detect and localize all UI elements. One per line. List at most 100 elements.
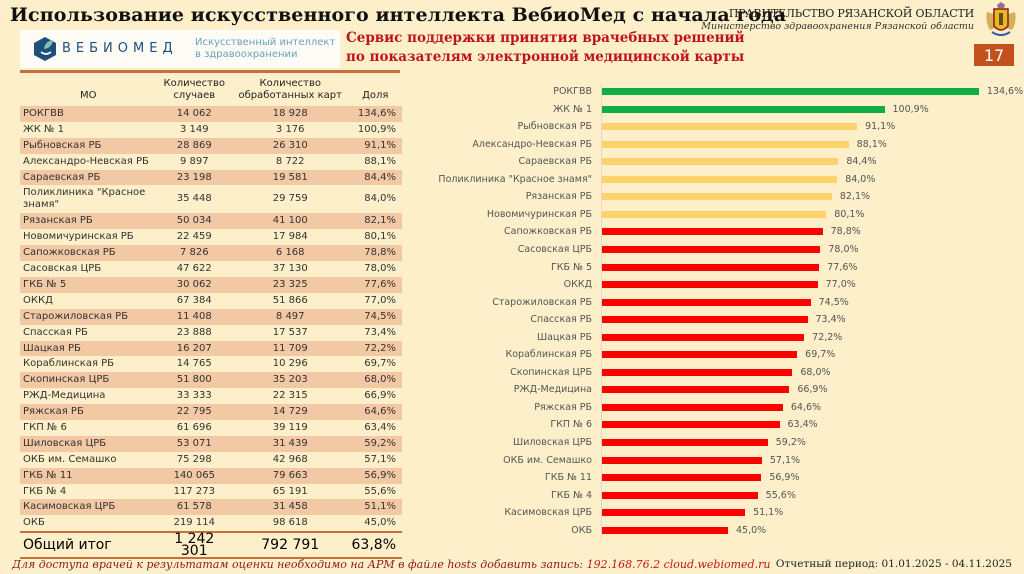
cell-share: 57,1% — [364, 453, 396, 465]
table-row: Сараевская РБ 23 198 19 581 84,4% — [20, 169, 402, 186]
ministry-name: Министерство здравоохранения Рязанской о… — [701, 21, 974, 32]
cell-cases: 61 696 — [176, 421, 212, 433]
chart-category-label: ЖК № 1 — [553, 103, 592, 115]
table-row: ОККД 67 384 51 866 77,0% — [20, 293, 402, 309]
chart-category-label: Сасовская ЦРБ — [517, 243, 592, 255]
service-title-line2: по показателям электронной медицинской к… — [346, 49, 745, 65]
service-title-line1: Сервис поддержки принятия врачебных реше… — [346, 30, 745, 46]
chart-category-label: ГКБ № 4 — [550, 489, 592, 501]
cell-cards: 14 729 — [231, 404, 349, 421]
cell-cases: 22 459 — [176, 231, 212, 243]
chart-row: ОКБ им. Семашко 57,1% — [410, 453, 1010, 471]
chart-row: РОКГВВ 134,6% — [410, 84, 1023, 102]
cell-mo: Скопинская ЦРБ — [20, 372, 157, 389]
chart-bar — [602, 421, 780, 429]
cell-cards: 98 618 — [272, 517, 308, 529]
cell-mo: Александро-Невская РБ — [23, 155, 149, 167]
chart-data-label: 77,6% — [827, 261, 858, 273]
table-row: Шацкая РБ 16 207 11 709 72,2% — [20, 340, 402, 357]
chart-data-label: 69,7% — [805, 349, 836, 361]
chart-category-label: РОКГВВ — [553, 86, 592, 97]
coat-of-arms-icon — [986, 2, 1016, 36]
chart-category-label: Александро-Невская РБ — [472, 138, 592, 150]
cell-cases: 23 888 — [176, 326, 212, 338]
cell-share: 73,4% — [364, 326, 396, 338]
table-row: Сасовская ЦРБ 47 622 37 130 78,0% — [20, 261, 402, 277]
cell-mo: Кораблинская РБ — [23, 358, 115, 370]
chart-row: РЖД-Медицина 66,9% — [410, 382, 1010, 400]
chart-data-label: 77,0% — [825, 279, 856, 291]
chart-row: Поликлиника "Красное знамя" 84,0% — [410, 172, 1010, 190]
chart-category-label: Сараевская РБ — [518, 156, 592, 168]
chart-row: ЖК № 1 100,9% — [410, 102, 1010, 120]
chart-bar — [602, 263, 820, 271]
cell-mo: РОКГВВ — [20, 106, 157, 122]
cell-mo: ГКБ № 5 — [20, 277, 157, 293]
cell-mo: Новомичуринская РБ — [23, 231, 134, 243]
chart-category-label: Спасская РБ — [530, 314, 592, 326]
cell-cards: 79 663 — [231, 467, 349, 484]
cell-cases: 47 622 — [176, 263, 212, 275]
table-row: Старожиловская РБ 11 408 8 497 74,5% — [20, 308, 402, 325]
chart-row: Касимовская ЦРБ 51,1% — [410, 505, 1010, 523]
cell-share: 45,0% — [364, 517, 396, 529]
logo-tagline-line2: в здравоохранении — [195, 49, 298, 60]
chart-row: Сапожковская РБ 78,8% — [410, 224, 1010, 242]
table-row: ГКБ № 5 30 062 23 325 77,6% — [20, 277, 402, 293]
total-label: Общий итог — [20, 531, 157, 560]
chart-bar — [602, 193, 832, 201]
cell-cards: 29 759 — [272, 193, 308, 205]
table-row: ОКБ 219 114 98 618 45,0% — [20, 515, 402, 532]
cell-cards: 22 315 — [272, 390, 308, 402]
chart-row: Кораблинская РБ 69,7% — [410, 347, 1010, 365]
table-row: ОКБ им. Семашко 75 298 42 968 57,1% — [20, 452, 402, 468]
chart-data-label: 78,8% — [830, 226, 861, 238]
chart-bar — [602, 474, 762, 482]
total-cases: 1 242 301 — [156, 531, 232, 560]
col-mo: МО — [80, 90, 97, 101]
cell-cards: 6 168 — [231, 245, 349, 262]
cell-cases: 35 448 — [176, 193, 212, 205]
table-row: Скопинская ЦРБ 51 800 35 203 68,0% — [20, 372, 402, 389]
cell-share: 84,4% — [348, 169, 402, 186]
cell-share: 72,2% — [348, 340, 402, 357]
table-row: Рязанская РБ 50 034 41 100 82,1% — [20, 213, 402, 230]
cell-cards: 10 296 — [272, 358, 308, 370]
cell-mo: Ряжская РБ — [20, 404, 157, 421]
cell-mo: ОКБ им. Семашко — [23, 453, 117, 465]
logo-tagline: Искусственный интеллект в здравоохранени… — [195, 37, 335, 61]
cell-cases: 11 408 — [156, 308, 232, 325]
chart-data-label: 72,2% — [812, 331, 843, 343]
chart-category-label: Старожиловская РБ — [492, 296, 592, 308]
mo-table: МО Количество случаев Количество обработ… — [20, 75, 402, 560]
chart-bar — [602, 210, 827, 218]
chart-bar — [602, 88, 979, 95]
cell-cards: 3 176 — [275, 123, 305, 135]
chart-bar — [602, 351, 798, 359]
chart-bar — [602, 140, 849, 148]
chart-category-label: ОКБ им. Семашко — [503, 454, 592, 466]
cell-share: 59,2% — [348, 435, 402, 452]
cell-cases: 3 149 — [179, 123, 209, 135]
cell-cases: 53 071 — [156, 435, 232, 452]
chart-data-label: 91,1% — [865, 121, 896, 133]
cell-cases: 33 333 — [176, 390, 212, 402]
chart-category-label: ОКБ — [571, 524, 592, 536]
cell-share: 91,1% — [348, 137, 402, 154]
table-row: Ряжская РБ 22 795 14 729 64,6% — [20, 404, 402, 421]
chart-category-label: Шиловская ЦРБ — [513, 437, 592, 448]
chart-data-label: 100,9% — [892, 103, 929, 115]
table-row: ЖК № 1 3 149 3 176 100,9% — [20, 122, 402, 138]
table-row: Кораблинская РБ 14 765 10 296 69,7% — [20, 356, 402, 372]
chart-bar — [602, 456, 762, 464]
chart-row: Рыбновская РБ 91,1% — [410, 119, 1010, 137]
chart-data-label: 66,9% — [797, 384, 828, 396]
cell-share: 51,1% — [348, 499, 402, 516]
chart-data-label: 59,2% — [775, 437, 806, 448]
chart-category-label: РЖД-Медицина — [513, 384, 592, 396]
table-row: Поликлиника "Красное знамя" 35 448 29 759 8… — [20, 185, 402, 213]
header-divider — [20, 70, 400, 73]
cell-cards: 41 100 — [231, 213, 349, 230]
cell-cards: 39 119 — [272, 421, 308, 433]
total-share: 63,8% — [348, 531, 402, 560]
